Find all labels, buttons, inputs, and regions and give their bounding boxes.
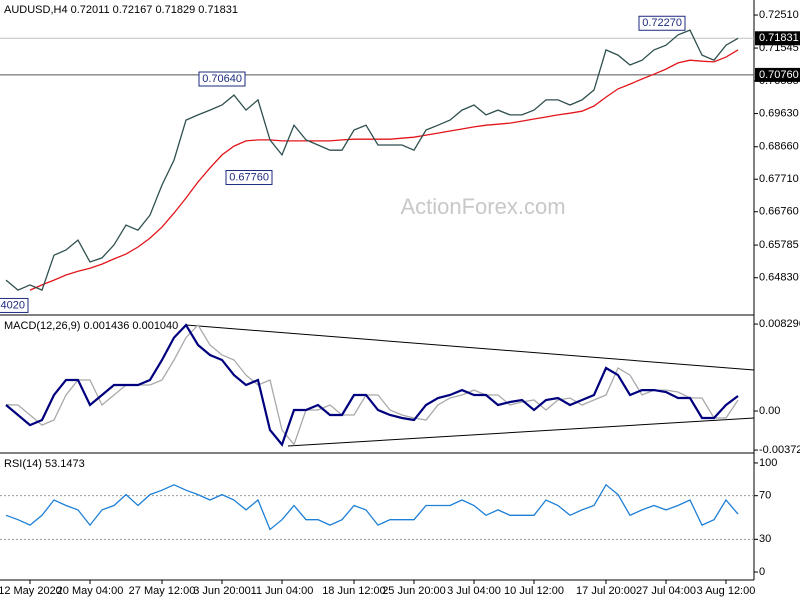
y-tick-label: 100 [759, 457, 777, 469]
x-tick-label: 3 Aug 12:00 [697, 585, 756, 597]
chart-title: AUDUSD,H4 0.72011 0.72167 0.71829 0.7183… [4, 4, 238, 16]
watermark: ActionForex.com [400, 194, 565, 219]
y-tick-label: 30 [759, 533, 771, 545]
x-tick-label: 3 Jul 04:00 [447, 585, 501, 597]
x-tick-label: 10 Jul 12:00 [504, 585, 564, 597]
y-tick-label: 0.64830 [759, 272, 799, 284]
x-tick-label: 25 Jun 20:00 [382, 585, 446, 597]
annotation-box [198, 71, 246, 87]
y-tick-label: 0.66760 [759, 206, 799, 218]
panel-title: MACD(12,26,9) 0.001436 0.001040 [4, 320, 178, 332]
annotation-label: 0.72270 [642, 17, 682, 29]
x-tick-label: 27 May 12:00 [129, 585, 196, 597]
series-line [5, 29, 739, 291]
x-tick-label: 11 Jun 04:00 [251, 585, 314, 597]
x-tick-label: 20 May 04:00 [57, 585, 124, 597]
x-tick-label: 18 Jun 12:00 [322, 585, 386, 597]
price-label-box [755, 67, 800, 82]
price-label: 0.71831 [759, 32, 799, 44]
series-line [29, 49, 739, 291]
y-tick-label: -0.003725 [759, 444, 800, 456]
series-line [5, 323, 739, 447]
y-tick-label: 0.67710 [759, 173, 799, 185]
annotation-box [0, 297, 29, 313]
y-tick-label: 70 [759, 490, 771, 502]
y-tick-label: 0.00 [759, 405, 780, 417]
y-tick-label: 0.65785 [759, 239, 799, 251]
y-tick-label: 0 [759, 566, 765, 578]
annotation-label: 0.64020 [0, 299, 25, 311]
x-tick-label: 3 Jun 20:00 [193, 585, 251, 597]
annotation-box [638, 15, 686, 31]
trendline [185, 324, 755, 371]
y-tick-label: 0.72510 [759, 9, 799, 21]
price-label-box [755, 31, 800, 46]
y-tick-label: 0.68660 [759, 141, 799, 153]
panel-title: RSI(14) 53.1473 [4, 458, 85, 470]
annotation-label: 0.70640 [202, 73, 242, 85]
annotation-label: 0.67760 [229, 171, 269, 183]
series-line [5, 483, 739, 531]
x-tick-label: 12 May 2020 [0, 585, 62, 597]
price-label: 0.70760 [759, 69, 799, 81]
y-tick-label: 0.008296 [759, 318, 800, 330]
x-tick-label: 27 Jul 04:00 [636, 585, 696, 597]
y-tick-label: 0.69630 [759, 107, 799, 119]
annotation-box [225, 170, 273, 186]
trendline [287, 417, 755, 447]
x-tick-label: 17 Jul 20:00 [576, 585, 636, 597]
